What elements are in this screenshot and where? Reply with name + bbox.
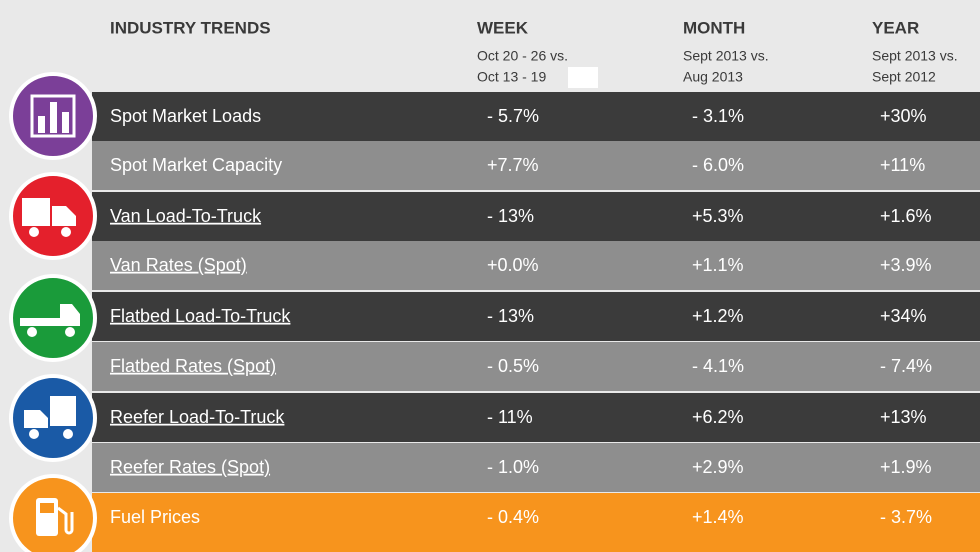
- row-value: - 6.0%: [692, 155, 744, 175]
- row-value: +3.9%: [880, 255, 932, 275]
- row-value: +5.3%: [692, 206, 744, 226]
- row-value: - 4.1%: [692, 356, 744, 376]
- column-sub: Oct 20 - 26 vs.: [477, 48, 568, 64]
- row-value: +11%: [880, 155, 925, 175]
- column-sub: Aug 2013: [683, 69, 743, 85]
- row-value: - 5.7%: [487, 106, 539, 126]
- row-label[interactable]: Reefer Load-To-Truck: [110, 407, 285, 427]
- row-label: Fuel Prices: [110, 507, 200, 527]
- row-value: - 0.4%: [487, 507, 539, 527]
- spot-icon: [9, 72, 97, 160]
- reefer-icon: [9, 374, 97, 462]
- row-background: [92, 342, 980, 391]
- flatbed-icon: [9, 274, 97, 362]
- row-label: Spot Market Capacity: [110, 155, 282, 175]
- van-icon: [9, 172, 97, 260]
- row-value: - 3.7%: [880, 507, 932, 527]
- row-value: +1.9%: [880, 457, 932, 477]
- row-value: - 13%: [487, 306, 534, 326]
- column-sub: Sept 2013 vs.: [872, 48, 958, 64]
- row-value: +1.6%: [880, 206, 932, 226]
- row-background: [92, 141, 980, 190]
- row-value: - 13%: [487, 206, 534, 226]
- row-label[interactable]: Flatbed Load-To-Truck: [110, 306, 291, 326]
- row-value: - 1.0%: [487, 457, 539, 477]
- row-value: +13%: [880, 407, 927, 427]
- row-value: +1.2%: [692, 306, 744, 326]
- row-value: - 7.4%: [880, 356, 932, 376]
- row-background: [92, 493, 980, 552]
- row-value: +1.1%: [692, 255, 744, 275]
- row-label: Spot Market Loads: [110, 106, 261, 126]
- row-label[interactable]: Van Load-To-Truck: [110, 206, 262, 226]
- icons: [9, 72, 97, 552]
- row-value: - 3.1%: [692, 106, 744, 126]
- row-background: [92, 393, 980, 442]
- row-value: +30%: [880, 106, 927, 126]
- row-value: - 11%: [487, 407, 533, 427]
- column-title: MONTH: [683, 18, 745, 37]
- row-label[interactable]: Flatbed Rates (Spot): [110, 356, 276, 376]
- column-sub: Sept 2012: [872, 69, 936, 85]
- fuel-icon: [9, 474, 97, 552]
- row-background: [92, 92, 980, 141]
- row-background: [92, 241, 980, 290]
- row-value: +34%: [880, 306, 927, 326]
- row-value: +0.0%: [487, 255, 539, 275]
- row-background: [92, 443, 980, 492]
- rows: Spot Market Loads - 5.7% - 3.1% +30% Spot Ma…: [92, 92, 980, 552]
- row-value: +1.4%: [692, 507, 744, 527]
- row-background: [92, 292, 980, 341]
- row-value: +2.9%: [692, 457, 744, 477]
- blank-box: [568, 67, 598, 88]
- column-title: WEEK: [477, 18, 529, 37]
- row-label[interactable]: Reefer Rates (Spot): [110, 457, 270, 477]
- row-value: +7.7%: [487, 155, 539, 175]
- row-value: - 0.5%: [487, 356, 539, 376]
- column-sub: Oct 13 - 19: [477, 69, 546, 85]
- column-sub: Sept 2013 vs.: [683, 48, 769, 64]
- row-background: [92, 192, 980, 241]
- table-title: INDUSTRY TRENDS: [110, 18, 271, 37]
- row-value: +6.2%: [692, 407, 744, 427]
- column-title: YEAR: [872, 18, 919, 37]
- row-label[interactable]: Van Rates (Spot): [110, 255, 247, 275]
